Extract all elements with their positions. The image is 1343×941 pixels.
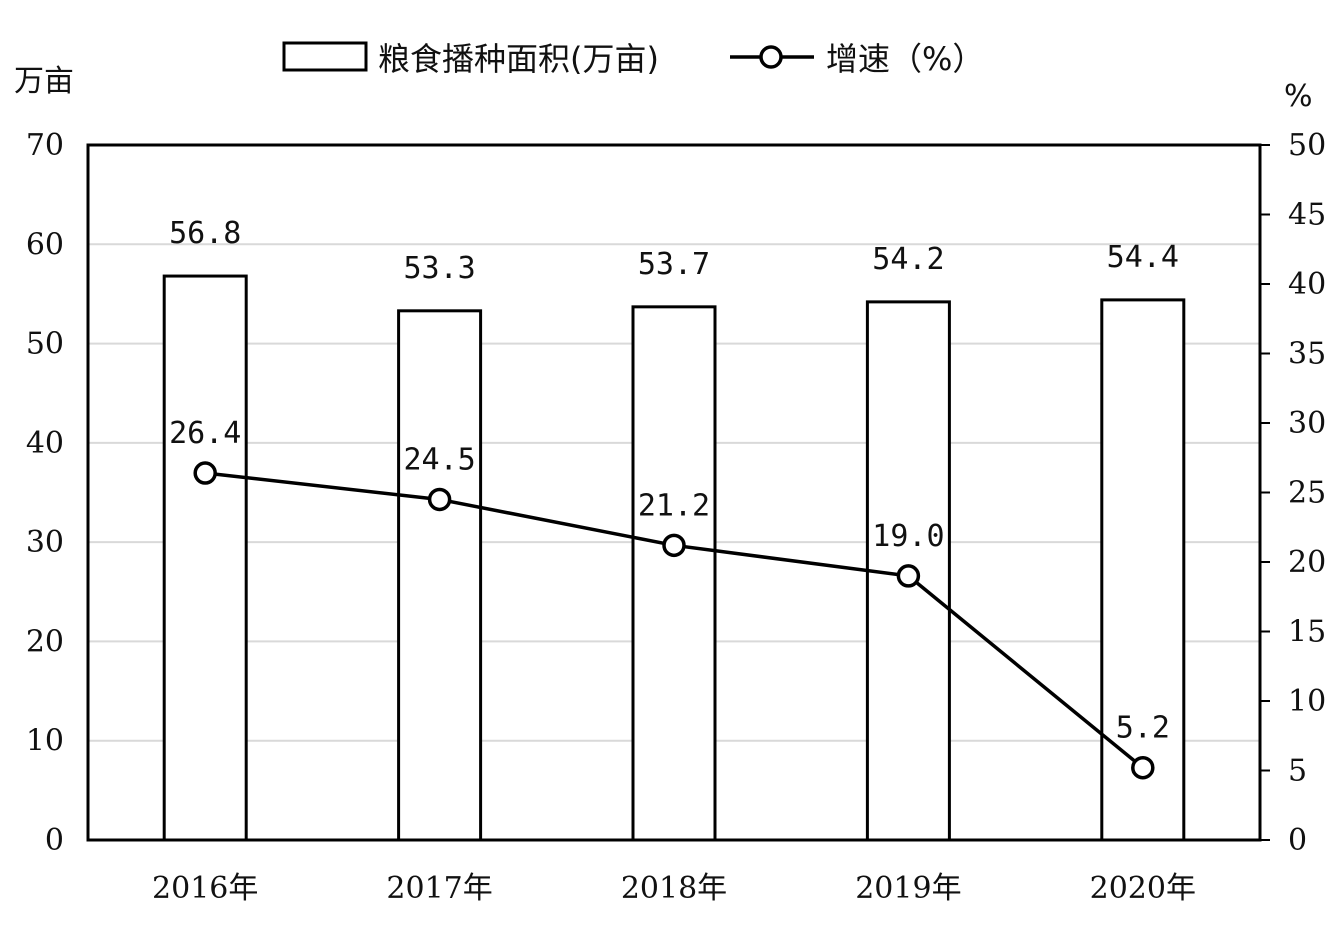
left-axis-unit: 万亩 bbox=[14, 64, 74, 99]
right-axis-tick-label: 35 bbox=[1288, 337, 1326, 372]
bar-value-label: 53.7 bbox=[638, 247, 710, 282]
growth-value-label: 21.2 bbox=[638, 488, 710, 523]
left-axis-tick-label: 30 bbox=[26, 525, 64, 560]
legend: 粮食播种面积(万亩) 增速（%） bbox=[282, 40, 984, 78]
right-axis-tick-label: 15 bbox=[1288, 615, 1326, 650]
legend-line-label: 增速（%） bbox=[826, 40, 984, 78]
bar bbox=[631, 305, 717, 842]
left-axis-tick-label: 60 bbox=[26, 227, 64, 262]
right-axis-tick-label: 45 bbox=[1288, 198, 1326, 233]
right-axis-unit: % bbox=[1284, 79, 1313, 114]
right-axis-tick-label: 50 bbox=[1288, 128, 1326, 163]
growth-point bbox=[896, 564, 921, 588]
axes bbox=[86, 143, 1270, 842]
growth-value-label: 5.2 bbox=[1116, 711, 1170, 746]
right-axis-tick-label: 40 bbox=[1288, 267, 1326, 302]
growth-value-label: 24.5 bbox=[403, 442, 475, 477]
x-axis-category-label: 2017年 bbox=[386, 871, 492, 906]
right-axis-tick-label: 20 bbox=[1288, 545, 1326, 580]
legend-line-marker bbox=[759, 45, 783, 69]
bar bbox=[162, 274, 248, 842]
right-axis-tick-label: 25 bbox=[1288, 476, 1326, 511]
x-axis-category-label: 2019年 bbox=[855, 871, 961, 906]
bar bbox=[1100, 298, 1186, 842]
bar-value-label: 54.4 bbox=[1107, 240, 1179, 275]
left-axis-tick-label: 10 bbox=[26, 724, 64, 759]
right-axis-tick-label: 10 bbox=[1288, 684, 1326, 719]
x-axis-category-label: 2018年 bbox=[621, 871, 727, 906]
growth-value-label: 26.4 bbox=[169, 416, 241, 451]
left-axis-tick-label: 70 bbox=[26, 128, 64, 163]
left-axis-tick-label: 50 bbox=[26, 327, 64, 362]
labels: 56.8 53.3 53.7 54.2 54.4 26.4 24.5 21.2 19.0 5.2 0… bbox=[26, 128, 1326, 906]
left-axis-tick-label: 20 bbox=[26, 624, 64, 659]
growth-value-label: 19.0 bbox=[872, 519, 944, 554]
legend-bar-swatch bbox=[282, 41, 368, 72]
left-axis-tick-label: 0 bbox=[45, 823, 64, 858]
growth-point bbox=[193, 461, 217, 485]
growth-point bbox=[662, 533, 686, 558]
x-axis-category-label: 2016年 bbox=[152, 871, 258, 906]
bar bbox=[397, 309, 483, 842]
right-axis-tick-label: 5 bbox=[1288, 754, 1307, 789]
bar-value-label: 54.2 bbox=[872, 242, 944, 277]
bar-value-label: 53.3 bbox=[403, 251, 475, 286]
bars bbox=[162, 274, 1186, 842]
growth-point bbox=[427, 487, 452, 512]
bar-value-label: 56.8 bbox=[169, 216, 241, 251]
legend-bar-label: 粮食播种面积(万亩) bbox=[378, 40, 659, 78]
x-axis-category-label: 2020年 bbox=[1090, 871, 1196, 906]
right-axis-tick-label: 0 bbox=[1288, 823, 1307, 858]
growth-point bbox=[1131, 755, 1155, 780]
left-axis-tick-label: 40 bbox=[26, 426, 64, 461]
right-axis-tick-label: 30 bbox=[1288, 406, 1326, 441]
growth-line bbox=[193, 461, 1155, 780]
